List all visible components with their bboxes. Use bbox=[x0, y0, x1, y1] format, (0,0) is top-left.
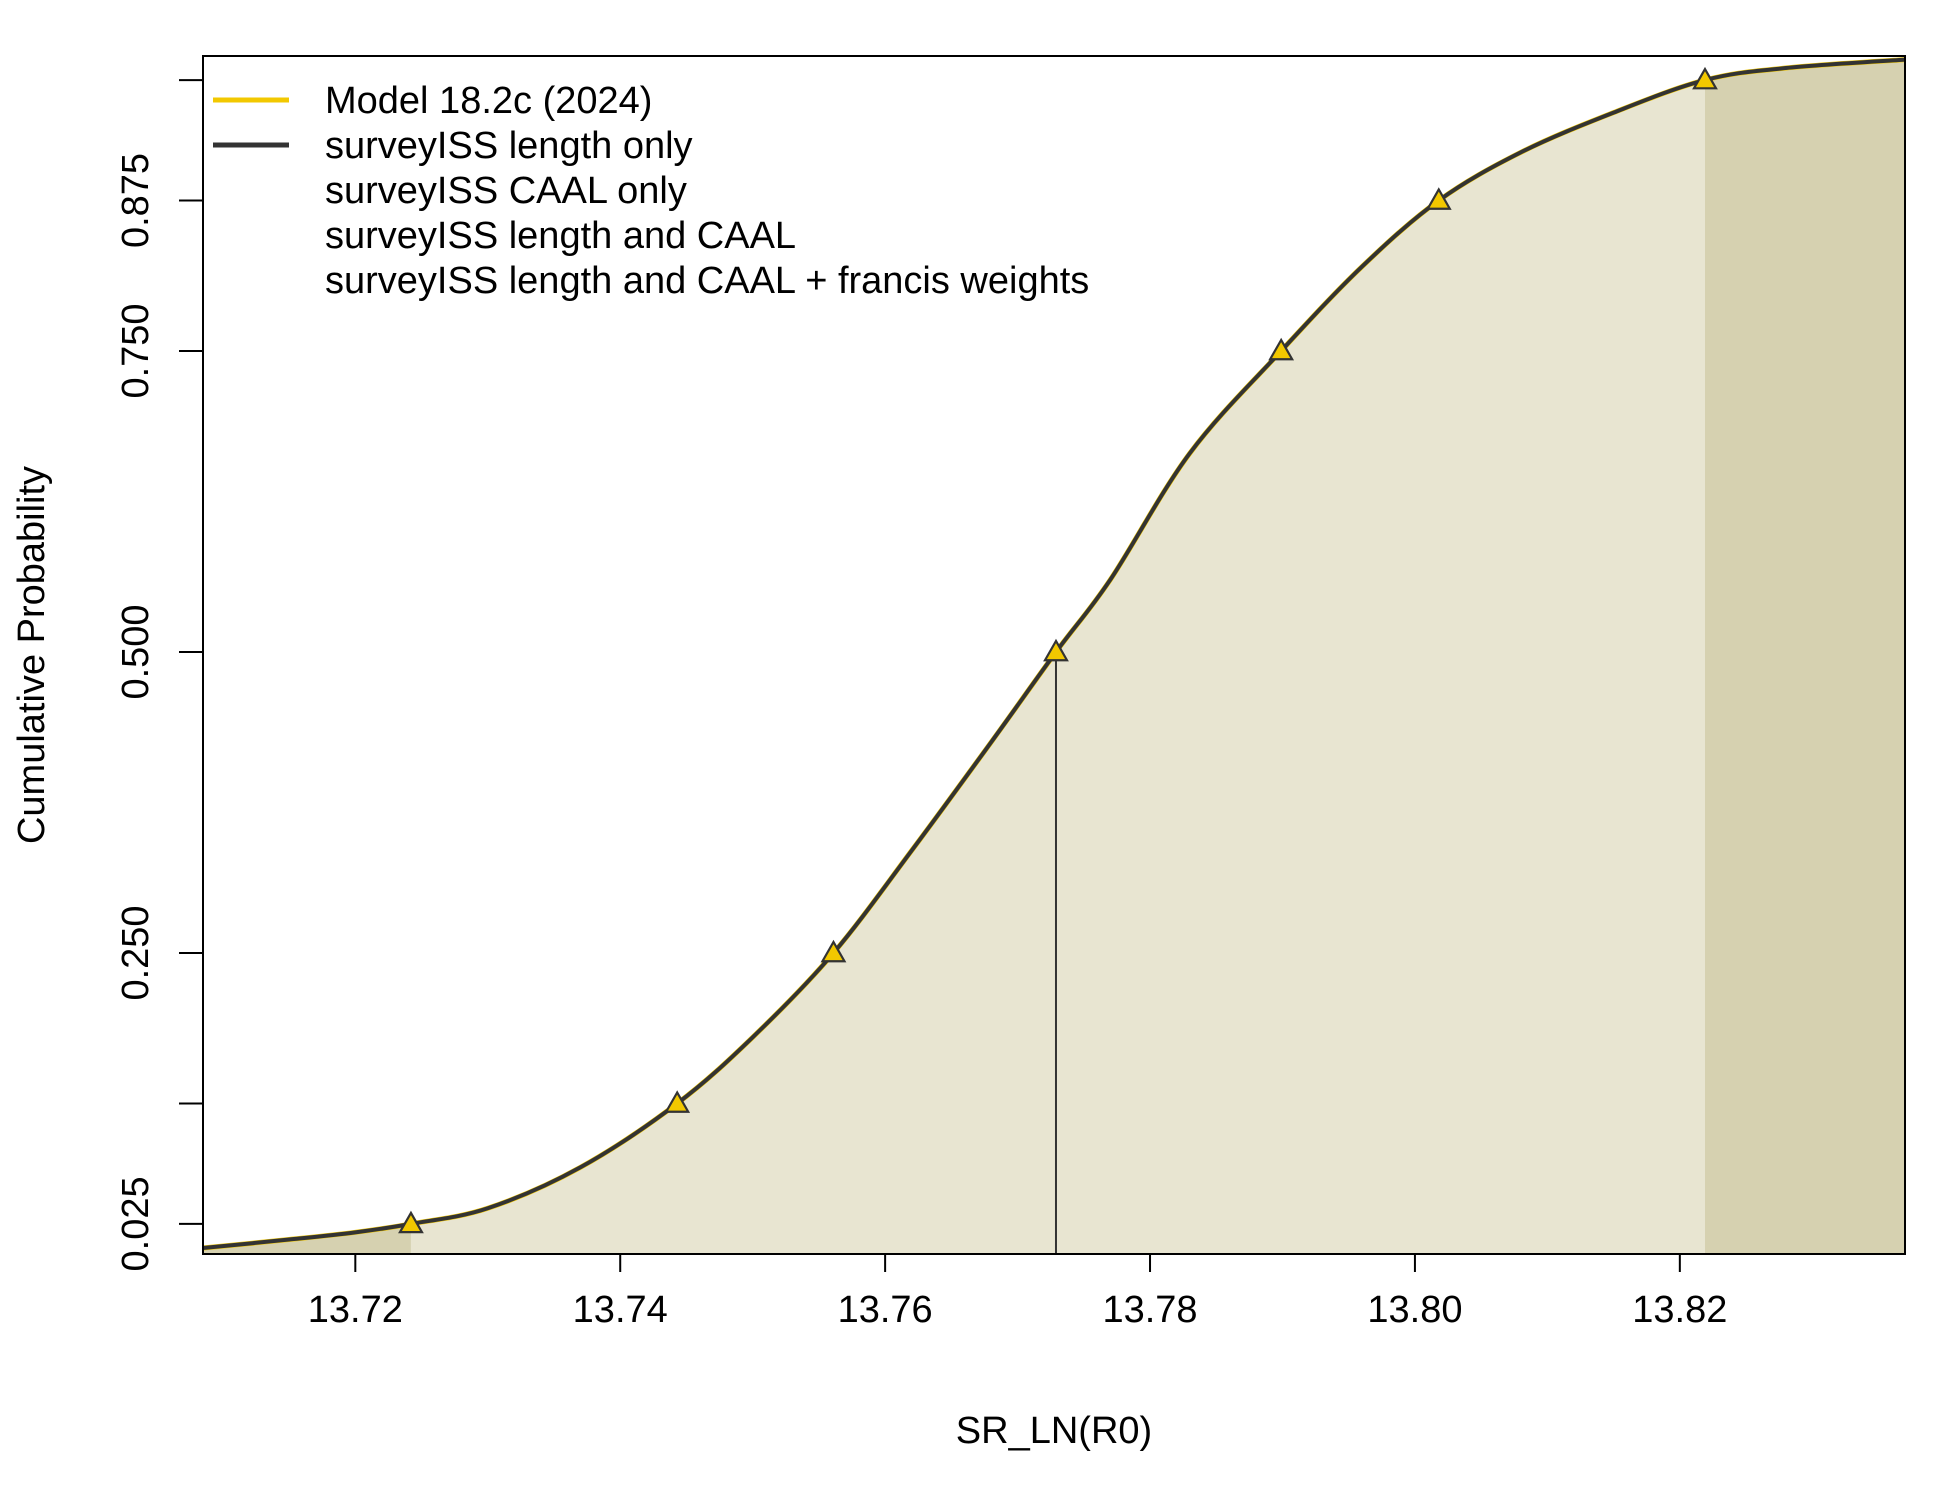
upper-tail-shading bbox=[1705, 59, 1905, 1255]
legend-label: surveyISS length only bbox=[325, 125, 693, 167]
x-tick-label: 13.72 bbox=[308, 1289, 403, 1331]
y-tick-label: 0.500 bbox=[115, 604, 157, 699]
series-layer bbox=[202, 57, 1906, 1251]
quantile-marker bbox=[398, 1210, 424, 1234]
marker-layer bbox=[398, 66, 1718, 1234]
y-axis-title: Cumulative Probability bbox=[11, 466, 53, 844]
legend-label: surveyISS length and CAAL + francis weig… bbox=[325, 260, 1089, 302]
quantile-marker bbox=[820, 939, 847, 963]
y-tick-label: 0.875 bbox=[115, 153, 157, 248]
x-tick-label: 13.76 bbox=[838, 1289, 933, 1331]
x-axis-title: SR_LN(R0) bbox=[956, 1410, 1152, 1452]
legend-label: surveyISS length and CAAL bbox=[325, 215, 796, 257]
legend-label: Model 18.2c (2024) bbox=[325, 80, 652, 122]
quantile-marker bbox=[1268, 337, 1295, 361]
x-tick-label: 13.78 bbox=[1102, 1289, 1197, 1331]
quantile-marker bbox=[1692, 66, 1718, 90]
x-tick-label: 13.82 bbox=[1632, 1289, 1727, 1331]
legend: Model 18.2c (2024)surveyISS length onlys… bbox=[213, 80, 1089, 302]
axes-layer: 13.72 13.74 13.76 13.78 13.80 13.82 0.025 0.250… bbox=[115, 79, 1727, 1331]
y-tick-label: 0.025 bbox=[115, 1176, 157, 1271]
y-tick-label: 0.750 bbox=[115, 303, 157, 398]
quantile-marker bbox=[664, 1090, 691, 1113]
y-tick-label: 0.250 bbox=[115, 905, 157, 1000]
quantile-marker bbox=[1425, 187, 1452, 210]
x-tick-label: 13.80 bbox=[1367, 1289, 1462, 1331]
plot-frame bbox=[202, 55, 1906, 1255]
quantile-marker bbox=[1043, 638, 1069, 662]
shading-layer bbox=[203, 59, 1905, 1255]
series-line-2 bbox=[202, 57, 1906, 1250]
central-interval-shading bbox=[410, 80, 1706, 1255]
x-tick-label: 13.74 bbox=[573, 1289, 668, 1331]
legend-label: surveyISS CAAL only bbox=[325, 170, 687, 212]
